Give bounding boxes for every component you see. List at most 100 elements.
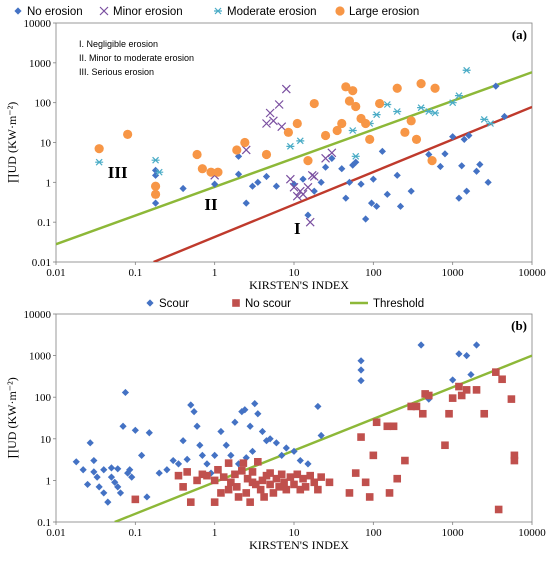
data-point — [301, 483, 310, 491]
data-point — [460, 135, 468, 143]
series-minor-erosion — [210, 84, 337, 227]
data-point — [472, 341, 481, 349]
legend-marker — [232, 299, 240, 307]
data-point — [494, 505, 503, 514]
data-point — [351, 469, 360, 477]
data-point — [407, 187, 415, 195]
data-point — [278, 451, 286, 459]
data-point — [472, 386, 481, 394]
data-point — [314, 402, 322, 411]
panel-label: (a) — [512, 27, 527, 42]
data-point — [186, 498, 195, 506]
data-point — [143, 493, 151, 501]
y-tick-label: 10000 — [24, 18, 52, 30]
data-point — [424, 108, 433, 115]
data-point — [454, 92, 463, 100]
data-point — [150, 181, 161, 191]
legend-item: No erosion — [14, 6, 83, 18]
threshold-line — [56, 71, 532, 246]
data-point — [372, 111, 381, 119]
data-point — [507, 395, 516, 403]
legend: No erosion Minor erosion Moderate erosion L… — [14, 6, 419, 18]
x-tick-label: 0.01 — [46, 267, 65, 279]
data-point — [151, 156, 160, 164]
data-point — [174, 471, 183, 480]
data-point — [427, 156, 437, 166]
data-point — [251, 400, 259, 408]
x-tick-label: 1000 — [442, 527, 465, 539]
data-point — [393, 108, 402, 115]
data-point — [262, 437, 271, 445]
chart-panel-b: 0.01 0.1 1 10 100 1000 100000.1110100100010000… — [5, 298, 546, 552]
data-point — [357, 433, 365, 441]
data-point — [417, 341, 425, 349]
data-point — [436, 162, 444, 171]
data-point — [392, 83, 402, 93]
data-point — [365, 134, 375, 144]
data-point — [193, 422, 201, 430]
data-point — [357, 180, 365, 188]
legend-label: No erosion — [27, 6, 83, 18]
data-point — [93, 473, 101, 481]
data-point — [306, 471, 314, 480]
data-point — [445, 409, 453, 418]
x-axis-b: 0.01 0.1 1 10 100 1000 10000 — [46, 522, 546, 539]
data-point — [357, 357, 365, 365]
data-point — [498, 375, 506, 384]
data-point — [196, 441, 204, 449]
data-point — [282, 444, 290, 452]
data-point — [480, 115, 489, 123]
data-point — [242, 199, 250, 207]
data-point — [296, 137, 305, 145]
data-point — [281, 84, 291, 94]
data-point — [325, 478, 334, 487]
y-tick-label: 100 — [35, 98, 52, 110]
data-point — [183, 468, 191, 476]
legend-marker — [214, 7, 222, 15]
data-point — [217, 427, 225, 436]
data-point — [292, 191, 302, 201]
data-point — [227, 478, 235, 487]
legend-marker — [335, 6, 345, 16]
data-point — [282, 485, 291, 494]
note-text: II. Minor to moderate erosion — [79, 53, 194, 63]
data-point — [252, 480, 260, 489]
data-point — [375, 98, 385, 109]
data-point — [243, 474, 252, 483]
data-point — [258, 427, 267, 436]
data-point — [272, 439, 280, 447]
data-point — [124, 469, 132, 477]
data-point — [293, 470, 302, 479]
y-tick-label: 10000 — [24, 309, 52, 321]
data-point — [187, 401, 195, 409]
x-tick-label: 10000 — [518, 527, 546, 539]
x-tick-label: 10 — [289, 527, 301, 539]
data-point — [327, 148, 337, 158]
data-point — [256, 485, 265, 494]
data-point — [298, 189, 308, 199]
data-point — [362, 215, 370, 223]
data-point — [179, 437, 187, 445]
data-point — [430, 83, 440, 93]
data-point — [100, 466, 108, 474]
data-point — [309, 172, 319, 181]
legend-label: Minor erosion — [113, 6, 183, 18]
data-point — [286, 142, 295, 150]
data-point — [234, 493, 243, 501]
y-tick-label: 1 — [46, 177, 52, 189]
data-point — [348, 127, 357, 134]
data-point — [348, 86, 358, 96]
data-point — [254, 457, 262, 466]
y-axis-title: ∏UD (KW·m⁻²) — [5, 102, 19, 183]
data-point — [462, 386, 471, 394]
region-label: III — [108, 163, 128, 182]
data-point — [372, 418, 381, 427]
x-tick-label: 10000 — [518, 267, 546, 279]
data-point — [254, 410, 262, 418]
data-point — [455, 350, 463, 358]
data-point — [320, 130, 331, 141]
data-point — [269, 489, 278, 497]
data-point — [357, 366, 365, 374]
data-point — [417, 104, 426, 112]
data-point — [114, 465, 122, 473]
